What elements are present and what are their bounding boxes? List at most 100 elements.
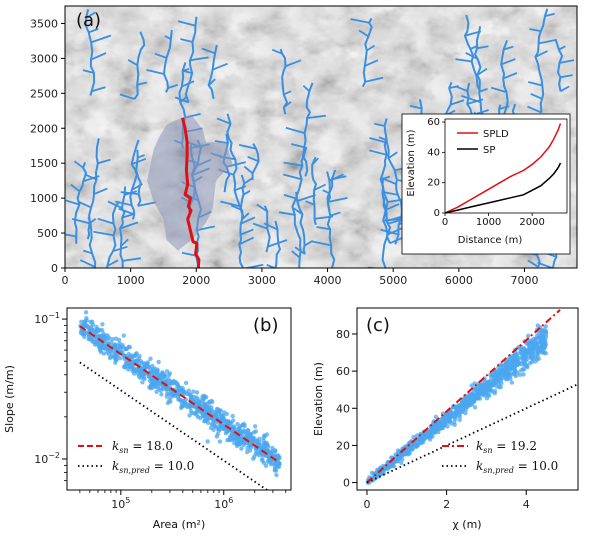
panel-b-point bbox=[121, 333, 127, 338]
panel-b-point bbox=[210, 416, 215, 421]
panel-c-point bbox=[500, 372, 505, 377]
channel-segment bbox=[87, 216, 97, 268]
panel-b-axes: 105 106 10−1 10−2 bbox=[34, 311, 287, 511]
channel-tributary bbox=[283, 101, 292, 109]
channel-tributary bbox=[189, 56, 209, 62]
panel-b-legend-fit: ksn = 18.0 bbox=[112, 439, 173, 455]
panel-c-point bbox=[468, 402, 473, 408]
channel-tributary bbox=[247, 155, 259, 163]
panel-b-point bbox=[137, 353, 142, 359]
panel-b-point bbox=[192, 411, 198, 416]
panel-b-point bbox=[83, 323, 89, 329]
channel-tributary bbox=[465, 52, 479, 60]
channel-tributary bbox=[106, 259, 119, 267]
panel-c-point bbox=[532, 345, 537, 351]
panel-b-point bbox=[221, 424, 226, 429]
channel-segment bbox=[105, 200, 121, 268]
panel-b-point bbox=[240, 423, 245, 428]
channel-tributary bbox=[490, 86, 507, 94]
panel-c-point bbox=[411, 434, 416, 440]
channel-tributary bbox=[252, 222, 268, 230]
panel-b-point bbox=[126, 351, 131, 357]
panel-a-xtick-label: 4000 bbox=[314, 274, 342, 287]
panel-a-frame bbox=[64, 5, 578, 269]
panel-b-point bbox=[148, 356, 153, 361]
panel-a: 0 1000 2000 3000 4000 5000 6000 700005001000150… bbox=[30, 5, 578, 287]
panel-b-point bbox=[148, 386, 153, 391]
panel-c-point bbox=[405, 446, 411, 451]
panel-c-point bbox=[399, 460, 404, 466]
panel-b-point bbox=[253, 424, 258, 429]
panel-c-point bbox=[525, 356, 530, 362]
channel-segment bbox=[302, 82, 314, 177]
panel-c-legend-fit: ksn = 19.2 bbox=[476, 439, 537, 455]
inset-plot-frame bbox=[444, 118, 568, 214]
channel-tributary bbox=[316, 226, 331, 231]
panel-a-ytick-label: 3000 bbox=[30, 52, 58, 65]
channel-tributary bbox=[226, 274, 244, 278]
channel-segment bbox=[279, 48, 288, 115]
channel-tributary bbox=[387, 151, 398, 160]
panel-c-point bbox=[492, 388, 498, 394]
inset-lines bbox=[444, 123, 562, 214]
channel-tributary bbox=[476, 68, 488, 76]
channel-tributary bbox=[503, 45, 514, 51]
panel-c-point bbox=[503, 362, 509, 367]
panel-c-legend: ksn = 19.2 ksn,pred = 10.0 bbox=[442, 439, 558, 475]
panel-c-pred-line bbox=[366, 383, 578, 484]
panel-b-point bbox=[109, 340, 114, 345]
panel-b-point bbox=[191, 389, 196, 394]
channel-tributary bbox=[85, 11, 96, 19]
panel-b-point bbox=[160, 372, 165, 377]
panel-c-label: (c) bbox=[366, 315, 390, 336]
panel-b-point bbox=[116, 337, 122, 343]
panel-b-point bbox=[273, 468, 279, 473]
channel-segment bbox=[207, 44, 218, 100]
channel-tributary bbox=[366, 44, 375, 52]
panel-a-ytick-label: 1000 bbox=[30, 192, 58, 205]
channel-tributary bbox=[167, 84, 179, 89]
panel-b-point bbox=[221, 417, 227, 422]
channel-tributary bbox=[154, 52, 167, 59]
channel-tributary bbox=[137, 154, 145, 159]
channel-tributary bbox=[79, 259, 96, 268]
channel-tributary bbox=[285, 126, 305, 134]
channel-tributary bbox=[187, 269, 200, 272]
channel-tributary bbox=[311, 240, 332, 247]
panel-c-point bbox=[456, 403, 461, 408]
panel-c-point bbox=[536, 330, 541, 335]
panel-b-legend: ksn = 18.0 ksn,pred = 10.0 bbox=[78, 439, 194, 475]
panel-c-point bbox=[438, 419, 443, 425]
channel-tributary bbox=[127, 59, 138, 66]
panel-c-frame bbox=[356, 307, 579, 491]
panel-b-xtick-label: 105 bbox=[111, 496, 130, 511]
channel-tributary bbox=[70, 183, 81, 193]
channel-tributary bbox=[136, 81, 148, 86]
panel-c-point bbox=[465, 396, 470, 401]
panel-b-point bbox=[155, 384, 161, 389]
channel-tributary bbox=[238, 236, 254, 246]
channel-tributary bbox=[282, 173, 302, 181]
panel-a-axes: 0 1000 2000 3000 4000 5000 6000 700005001000150… bbox=[30, 17, 538, 287]
channel-tributary bbox=[83, 249, 93, 255]
panel-a-ytick-label: 2000 bbox=[30, 122, 58, 135]
panel-c-ylabel: Elevation (m) bbox=[312, 362, 325, 436]
panel-b-point bbox=[215, 431, 220, 437]
channel-tributary bbox=[93, 230, 114, 237]
panel-c-point bbox=[469, 391, 474, 396]
panel-b-point bbox=[272, 453, 278, 458]
channel-tributary bbox=[455, 58, 472, 63]
panel-b-point bbox=[127, 345, 132, 350]
panel-b-point bbox=[211, 427, 216, 432]
channel-tributary bbox=[240, 216, 256, 225]
channel-tributary bbox=[311, 157, 319, 166]
channel-tributary bbox=[120, 238, 129, 247]
channel-segment bbox=[463, 14, 482, 92]
panel-b-point bbox=[154, 389, 159, 394]
channel-tributary bbox=[296, 194, 316, 202]
panel-c-point bbox=[449, 410, 454, 415]
channel-tributary bbox=[256, 203, 268, 213]
panel-b-point bbox=[178, 385, 183, 391]
panel-b-legend-pred: ksn,pred = 10.0 bbox=[112, 459, 194, 475]
panel-c-point bbox=[446, 416, 452, 421]
